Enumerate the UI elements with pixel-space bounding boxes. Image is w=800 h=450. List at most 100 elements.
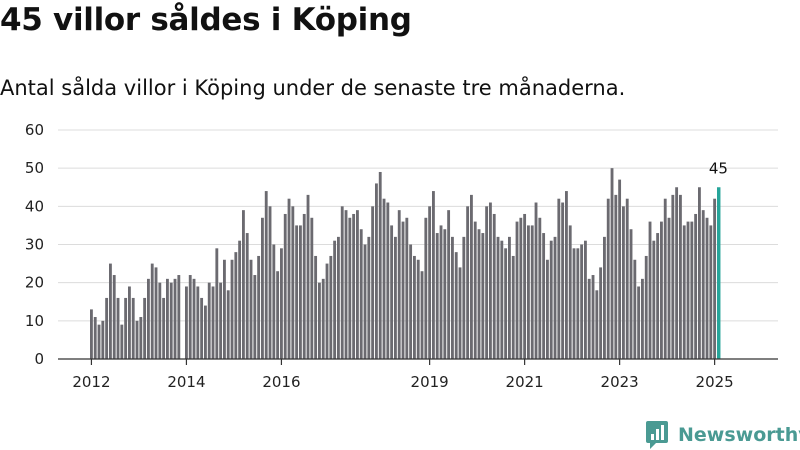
bar: [409, 244, 413, 359]
bar: [405, 217, 409, 359]
bar: [553, 236, 557, 359]
bar: [382, 198, 386, 359]
bar: [242, 210, 245, 359]
bar: [489, 202, 492, 359]
bar: [667, 217, 671, 359]
bar: [204, 305, 207, 359]
brand-name: Newsworthy: [678, 424, 800, 446]
bars: [90, 168, 721, 359]
bar: [694, 213, 698, 359]
bar: [595, 290, 599, 359]
bar: [435, 233, 439, 359]
bar: [572, 248, 576, 359]
bar: [591, 275, 595, 359]
bar: [124, 297, 128, 359]
bar: [500, 240, 504, 359]
bar: [314, 255, 318, 359]
bar: [226, 290, 230, 359]
bar: [196, 286, 200, 359]
bar: [549, 240, 553, 359]
bar: [264, 191, 268, 359]
bar: [701, 210, 705, 359]
y-tick-label: 20: [25, 274, 44, 292]
bar: [219, 282, 223, 359]
bar: [310, 217, 314, 359]
bar: [375, 183, 378, 359]
bar: [656, 233, 660, 359]
bar: [451, 236, 454, 359]
bar: [614, 194, 618, 359]
bar: [245, 233, 249, 359]
y-tick-label: 50: [25, 159, 44, 177]
data-labels: 45: [709, 159, 728, 177]
bar: [447, 210, 451, 359]
bar: [131, 297, 135, 359]
bar: [470, 194, 473, 359]
bar: [185, 286, 188, 359]
bar: [713, 198, 717, 359]
bar: [462, 236, 466, 359]
bar: [576, 248, 580, 359]
bar: [177, 275, 181, 359]
bar: [534, 202, 538, 359]
bar: [504, 248, 508, 359]
bar: [420, 271, 424, 359]
bar: [234, 252, 238, 359]
bar: [686, 221, 690, 359]
bar: [116, 297, 120, 359]
bar: [287, 198, 291, 359]
bar: [90, 309, 93, 359]
bar: [618, 179, 622, 359]
bar: [599, 267, 603, 359]
bar: [458, 267, 462, 359]
bar: [492, 213, 496, 359]
bar: [291, 206, 295, 359]
bar: [705, 217, 709, 359]
bar: [519, 217, 523, 359]
bar: [363, 244, 367, 359]
bar: [416, 259, 420, 359]
y-tick-label: 0: [34, 350, 44, 368]
bar: [299, 225, 302, 359]
bar: [401, 221, 405, 359]
bar: [663, 198, 667, 359]
bar: [546, 259, 549, 359]
bar: [112, 275, 116, 359]
bar: [652, 240, 656, 359]
bar: [215, 248, 219, 359]
bar: [109, 263, 112, 359]
x-tick-label: 2019: [411, 373, 449, 391]
bar: [321, 278, 325, 359]
newsworthy-brand: Newsworthy: [644, 420, 800, 450]
bar: [154, 267, 158, 359]
bar: [542, 233, 546, 359]
bar: [625, 198, 629, 359]
bar: [690, 221, 694, 359]
newsworthy-logo-icon: [646, 421, 668, 449]
bar: [200, 297, 204, 359]
bar: [230, 259, 234, 359]
bar: [340, 206, 344, 359]
bar: [428, 206, 432, 359]
x-tick-label: 2012: [72, 373, 110, 391]
bar: [139, 317, 143, 359]
bar: [413, 255, 416, 359]
bar: [306, 194, 310, 359]
bar: [238, 240, 242, 359]
bar: [580, 244, 584, 359]
bar: [603, 236, 606, 359]
bar: [397, 210, 401, 359]
x-tick-label: 2016: [262, 373, 300, 391]
bar: [637, 286, 641, 359]
bar: [561, 202, 565, 359]
bar: [568, 225, 572, 359]
x-tick-label: 2023: [601, 373, 639, 391]
bar: [633, 259, 637, 359]
chart-subtitle: Antal sålda villor i Köping under de sen…: [0, 76, 626, 100]
bar: [272, 244, 276, 359]
bar: [523, 213, 527, 359]
bar: [348, 217, 352, 359]
bar: [166, 278, 169, 359]
bar: [682, 225, 686, 359]
bar: [660, 221, 663, 359]
